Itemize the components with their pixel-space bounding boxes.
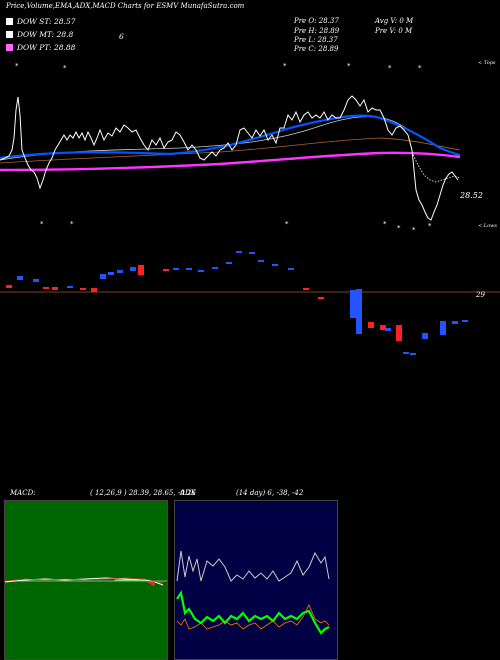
swing-marker-5: * xyxy=(418,64,422,72)
adx-minus-di-line xyxy=(176,604,330,630)
legend-dow-st: DOW ST: 28.57 xyxy=(6,18,76,26)
volume-bar-34 xyxy=(422,333,428,339)
adx-plus-di-line xyxy=(176,590,330,635)
legend-pt-label: DOW PT: 28.88 xyxy=(17,43,76,52)
adx-line xyxy=(176,550,330,582)
volume-bar-37 xyxy=(462,320,468,322)
volume-bar-6 xyxy=(80,288,86,290)
volume-bar-19 xyxy=(236,251,242,253)
price-series xyxy=(0,95,461,221)
ema-lines xyxy=(0,114,461,172)
avg-volume: Avg V: 0 M xyxy=(375,17,414,25)
volume-bar-21 xyxy=(258,260,264,262)
volume-bar-7 xyxy=(91,288,97,292)
volume-bar-9 xyxy=(108,272,114,275)
ema-short-line xyxy=(0,114,461,160)
macd-chart xyxy=(5,577,167,587)
lows-label: < Lows xyxy=(478,223,497,229)
prev-low: Pre L: 28.37 xyxy=(294,36,338,44)
volume-bar-12 xyxy=(138,265,144,275)
macd-label: MACD: xyxy=(10,489,36,497)
prev-high: Pre H: 28.89 xyxy=(294,27,340,35)
volume-bar-14 xyxy=(173,268,179,270)
volume-bar-10 xyxy=(117,270,123,273)
volume-bar-31 xyxy=(396,325,402,341)
legend-st-label: DOW ST: 28.57 xyxy=(17,17,76,26)
volume-bar-18 xyxy=(226,262,232,264)
prev-open: Pre O: 28.37 xyxy=(294,17,339,25)
swing-marker-0: * xyxy=(15,62,19,70)
volume-bar-4 xyxy=(52,287,58,290)
volume-bar-22 xyxy=(272,264,278,266)
swing-marker-7: * xyxy=(70,220,74,228)
volume-bar-16 xyxy=(198,270,204,272)
volume-bars xyxy=(6,251,468,355)
volume-bar-1 xyxy=(17,276,23,280)
volume-bar-13 xyxy=(163,269,169,271)
swing-marker-10: * xyxy=(397,224,401,232)
volume-bar-32 xyxy=(403,352,409,354)
prev-volume: Pre V: 0 M xyxy=(375,27,413,35)
ema-brown-line xyxy=(0,137,461,164)
volume-bar-24 xyxy=(303,288,309,290)
legend-swatch-st xyxy=(6,18,13,25)
volume-bar-29 xyxy=(380,325,386,330)
swing-marker-3: * xyxy=(347,62,351,70)
volume-bar-25 xyxy=(318,297,324,299)
volume-bar-5 xyxy=(67,286,73,288)
volume-bar-3 xyxy=(43,287,49,289)
volume-bar-30 xyxy=(385,328,391,331)
swing-markers: * * * * * * * * * * * * * xyxy=(15,62,432,234)
macd-params: ( 12,26,9 ) 28.39, 28.65, -0.26 xyxy=(90,489,196,497)
volume-bar-27 xyxy=(356,289,362,334)
adx-label: ADX xyxy=(180,489,196,497)
volume-reference-label: 29 xyxy=(476,291,485,299)
swing-marker-2: * xyxy=(283,62,287,70)
ema-long-line xyxy=(0,151,461,172)
legend-dow-pt: DOW PT: 28.88 xyxy=(6,44,75,52)
adx-panel xyxy=(174,500,338,660)
prev-close: Pre C: 28.89 xyxy=(294,45,339,53)
volume-bar-0 xyxy=(6,285,12,288)
adx-params: (14 day) 6, -38, -42 xyxy=(236,489,304,497)
volume-bar-26 xyxy=(350,290,356,318)
swing-marker-11: * xyxy=(412,226,416,234)
volume-bar-28 xyxy=(368,322,374,328)
swing-marker-1: * xyxy=(63,64,67,72)
legend-mt-label: DOW MT: 28.8 xyxy=(17,30,74,39)
volume-bar-33 xyxy=(410,353,416,355)
volume-bar-20 xyxy=(249,252,255,254)
swing-marker-12: * xyxy=(428,222,432,230)
volume-bar-8 xyxy=(100,274,106,279)
macd-signal-line xyxy=(5,577,164,584)
swing-marker-8: * xyxy=(285,220,289,228)
volume-bar-23 xyxy=(288,268,294,270)
volume-bar-11 xyxy=(130,267,136,271)
legend-st-extra: 6 xyxy=(119,32,124,41)
volume-bar-15 xyxy=(186,268,192,270)
volume-bar-36 xyxy=(452,321,458,324)
swing-marker-4: * xyxy=(388,64,392,72)
macd-panel xyxy=(4,500,168,660)
tops-label: < Tops xyxy=(478,60,496,66)
volume-bar-35 xyxy=(440,321,446,335)
legend-swatch-mt xyxy=(6,31,13,38)
volume-bar-2 xyxy=(33,279,39,282)
price-line xyxy=(0,95,459,221)
chart-title: Price,Volume,EMA,ADX,MACD Charts for ESM… xyxy=(6,2,245,10)
trailing-dotted-line xyxy=(411,151,461,183)
swing-marker-9: * xyxy=(383,220,387,228)
swing-marker-6: * xyxy=(40,220,44,228)
adx-chart xyxy=(176,550,330,635)
legend-swatch-pt xyxy=(6,44,13,51)
legend-dow-mt: DOW MT: 28.8 xyxy=(6,31,73,39)
volume-bar-17 xyxy=(212,267,218,269)
last-price-label: 28.52 xyxy=(460,191,483,200)
price-chart: * * * * * * * * * * * * * xyxy=(0,62,500,355)
